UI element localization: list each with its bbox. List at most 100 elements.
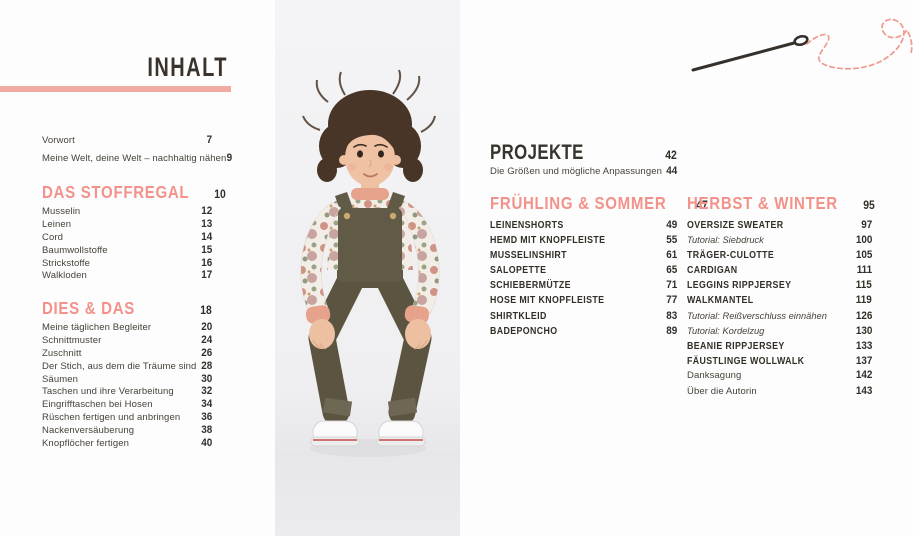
toc-row: Leinen 13 xyxy=(42,218,212,231)
section-items: OVERSIZE SWEATER 97 Tutorial: Siebdruck 10… xyxy=(687,219,872,370)
toc-row: Musselin 12 xyxy=(42,205,212,218)
toc-entry-page: 32 xyxy=(200,385,212,398)
toc-entry-page: 16 xyxy=(200,256,212,269)
toc-entry-label: WALKMANTEL xyxy=(687,294,754,307)
toc-row: SCHIEBERMÜTZE 71 xyxy=(490,279,677,294)
toc-row: Eingrifftaschen bei Hosen 34 xyxy=(42,398,212,411)
toc-entry-label: FÄUSTLINGE WOLLWALK xyxy=(687,354,805,367)
toc-row: Über die Autorin 143 xyxy=(687,385,872,401)
toc-row: Die Größen und mögliche Anpassungen 44 xyxy=(490,165,677,177)
section-heading-row: PROJEKTE 42 xyxy=(490,141,677,165)
toc-entry-page: 65 xyxy=(665,264,677,277)
toc-entry-page: 7 xyxy=(206,134,212,146)
toc-entry-label: Schnittmuster xyxy=(42,334,102,346)
toc-entry-label: LEGGINS RIPPJERSEY xyxy=(687,279,792,292)
toc-entry-page: 115 xyxy=(856,279,872,292)
section-items: Musselin 12 Leinen 13 Cord 14 Baumwollstoff… xyxy=(42,205,212,282)
section-dies-und-das: DIES & DAS 18 Meine täglichen Begleiter 2… xyxy=(42,298,212,450)
toc-entry-label: Die Größen und mögliche Anpassungen xyxy=(490,166,662,177)
toc-entry-label: Strickstoffe xyxy=(42,257,91,269)
section-heading-row: FRÜHLING & SOMMER 47 xyxy=(490,193,708,213)
toc-row: Baumwollstoffe 15 xyxy=(42,244,212,257)
toc-entry-page: 28 xyxy=(200,359,212,372)
toc-row: LEGGINS RIPPJERSEY 115 xyxy=(687,279,872,294)
toc-row: WALKMANTEL 119 xyxy=(687,294,872,309)
toc-row: Strickstoffe 16 xyxy=(42,257,212,270)
toc-entry-page: 9 xyxy=(226,151,233,164)
title-underline xyxy=(0,86,231,92)
section-heading: DAS STOFFREGAL xyxy=(42,182,190,202)
section-heading: FRÜHLING & SOMMER xyxy=(490,193,667,213)
toc-entry-page: 26 xyxy=(200,346,212,359)
section-page: 42 xyxy=(665,150,677,162)
toc-entry-page: 126 xyxy=(855,309,872,322)
toc-row: Zuschnitt 26 xyxy=(42,347,212,360)
page-title-wrap: INHALT xyxy=(0,52,228,83)
section-heading-row: DIES & DAS 18 xyxy=(42,298,212,318)
toc-row: Danksagung 142 xyxy=(687,369,872,385)
toc-row: Meine täglichen Begleiter 20 xyxy=(42,321,212,334)
toc-row: Taschen und ihre Verarbeitung 32 xyxy=(42,385,212,398)
section-heading: DIES & DAS xyxy=(42,298,136,318)
toc-entry-label: Danksagung xyxy=(687,370,742,381)
toc-entry-page: 40 xyxy=(200,437,212,450)
toc-row: MUSSELINSHIRT 61 xyxy=(490,249,677,264)
toc-entry-page: 143 xyxy=(855,384,872,397)
toc-row-tutorial: Tutorial: Siebdruck 100 xyxy=(687,234,872,249)
toc-entry-page: 130 xyxy=(855,324,872,337)
page-title: INHALT xyxy=(147,52,228,82)
toc-row: HOSE MIT KNOPFLEISTE 77 xyxy=(490,294,677,309)
toc-row: Der Stich, aus dem die Träume sind 28 xyxy=(42,360,212,373)
section-page: 10 xyxy=(214,189,227,201)
section-herbst-winter: HERBST & WINTER 95 OVERSIZE SWEATER 97 Tu… xyxy=(687,193,875,370)
toc-entry-page: 13 xyxy=(200,217,212,230)
section-heading-row: HERBST & WINTER 95 xyxy=(687,193,875,213)
toc-entry-page: 61 xyxy=(665,249,677,262)
toc-row: FÄUSTLINGE WOLLWALK 137 xyxy=(687,355,872,370)
toc-entry-label: Cord xyxy=(42,231,63,243)
toc-row: BADEPONCHO 89 xyxy=(490,325,677,340)
toc-entry-label: HOSE MIT KNOPFLEISTE xyxy=(490,294,605,307)
section-das-stoffregal: DAS STOFFREGAL 10 Musselin 12 Leinen 13 Co… xyxy=(42,182,226,282)
toc-entry-label: Nackenversäuberung xyxy=(42,425,135,437)
toc-entry-page: 15 xyxy=(200,243,212,256)
toc-row: Vorwort 7 xyxy=(42,134,212,152)
toc-entry-label: Der Stich, aus dem die Träume sind xyxy=(42,360,197,372)
toc-entry-page: 34 xyxy=(200,398,212,411)
toc-entry-label: Meine Welt, deine Welt – nachhaltig nähe… xyxy=(42,152,227,164)
toc-row: Schnittmuster 24 xyxy=(42,334,212,347)
toc-entry-page: 36 xyxy=(200,411,212,424)
toc-entry-label: HEMD MIT KNOPFLEISTE xyxy=(490,234,606,247)
toc-entry-page: 14 xyxy=(200,230,212,243)
toc-entry-label: Baumwollstoffe xyxy=(42,244,108,256)
toc-entry-label: LEINENSHORTS xyxy=(490,219,564,231)
toc-entry-label: OVERSIZE SWEATER xyxy=(687,219,784,231)
toc-row: Säumen 30 xyxy=(42,373,212,386)
toc-entry-page: 49 xyxy=(665,219,677,231)
toc-row: CARDIGAN 111 xyxy=(687,264,872,279)
toc-entry-label: SALOPETTE xyxy=(490,264,547,277)
toc-row: Meine Welt, deine Welt – nachhaltig nähe… xyxy=(42,152,233,170)
toc-entry-page: 97 xyxy=(860,219,872,231)
toc-entry-page: 44 xyxy=(665,165,677,177)
toc-entry-label: BADEPONCHO xyxy=(490,324,558,337)
toc-entry-page: 119 xyxy=(856,294,872,307)
toc-entry-label: Meine täglichen Begleiter xyxy=(42,322,152,333)
toc-row: OVERSIZE SWEATER 97 xyxy=(687,219,872,234)
toc-row: SALOPETTE 65 xyxy=(490,264,677,279)
toc-entry-page: 142 xyxy=(855,369,872,381)
toc-row-tutorial: Tutorial: Reißverschluss einnähen 126 xyxy=(687,310,872,325)
toc-entry-label: Über die Autorin xyxy=(687,385,757,397)
section-items: Meine täglichen Begleiter 20 Schnittmuste… xyxy=(42,321,212,450)
toc-row: Nackenversäuberung 38 xyxy=(42,424,212,437)
toc-row: Walkloden 17 xyxy=(42,269,212,282)
toc-entry-label: MUSSELINSHIRT xyxy=(490,249,567,262)
toc-entry-page: 12 xyxy=(200,205,212,217)
section-page: 47 xyxy=(696,200,708,212)
toc-entry-label: CARDIGAN xyxy=(687,264,738,277)
toc-row: HEMD MIT KNOPFLEISTE 55 xyxy=(490,234,677,249)
toc-entry-page: 17 xyxy=(200,269,212,282)
toc-entry-page: 83 xyxy=(665,309,677,322)
toc-row: LEINENSHORTS 49 xyxy=(490,219,677,234)
